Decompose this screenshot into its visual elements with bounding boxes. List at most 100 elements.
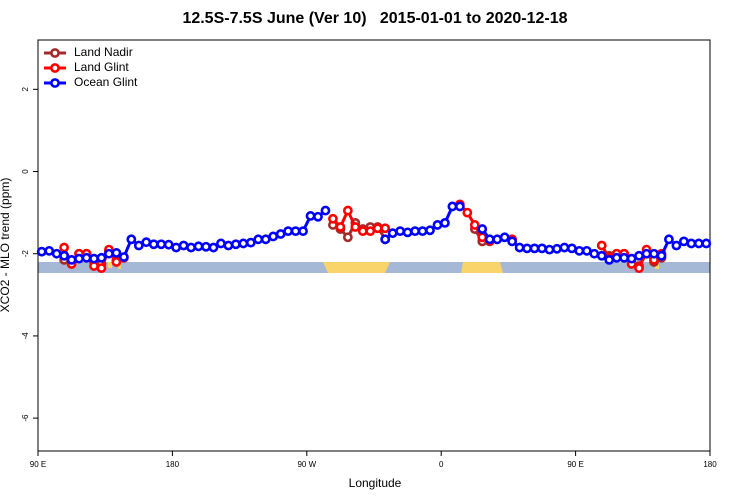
data-point xyxy=(74,253,84,264)
data-point xyxy=(111,247,122,258)
data-point xyxy=(507,236,518,247)
data-point xyxy=(298,226,308,237)
data-point xyxy=(559,242,570,253)
x-tick-label: 90 W xyxy=(297,460,316,469)
land-band xyxy=(118,264,121,269)
legend-item: Ocean Glint xyxy=(44,75,138,89)
legend-marker xyxy=(50,78,60,88)
data-point xyxy=(574,245,585,256)
x-tick-label: 0 xyxy=(439,460,444,469)
land-band xyxy=(461,262,503,273)
data-point xyxy=(544,244,555,255)
data-point xyxy=(671,240,682,251)
data-point xyxy=(454,201,465,212)
data-point xyxy=(36,246,47,257)
data-point xyxy=(596,250,607,261)
data-point xyxy=(320,205,331,216)
data-point xyxy=(649,248,659,259)
data-point xyxy=(693,238,704,249)
data-point xyxy=(148,239,159,250)
legend-label: Land Glint xyxy=(74,60,129,74)
data-point xyxy=(96,263,107,274)
data-point xyxy=(619,252,630,263)
legend-item: Land Nadir xyxy=(44,45,133,59)
data-point xyxy=(589,248,600,259)
land-band xyxy=(323,262,390,273)
data-point xyxy=(641,248,652,259)
data-point xyxy=(328,213,338,224)
data-point xyxy=(268,231,279,242)
data-point xyxy=(410,226,420,237)
data-point xyxy=(611,252,622,263)
data-point xyxy=(552,243,562,254)
data-point xyxy=(59,242,70,253)
data-point xyxy=(253,234,264,245)
y-tick-label: -6 xyxy=(21,414,30,422)
data-point xyxy=(245,237,256,248)
data-point xyxy=(514,242,525,253)
data-point xyxy=(425,225,435,236)
data-point xyxy=(380,234,391,245)
data-point xyxy=(634,263,644,274)
y-axis-label: XCO2 - MLO trend (ppm) xyxy=(0,178,12,313)
data-point xyxy=(118,252,129,262)
data-point xyxy=(537,243,547,254)
data-point xyxy=(335,222,346,232)
data-point xyxy=(171,242,182,253)
data-point xyxy=(634,250,644,261)
data-point xyxy=(260,234,271,245)
data-point xyxy=(163,239,174,250)
data-point xyxy=(432,220,443,230)
data-point xyxy=(342,205,353,216)
x-tick-label: 180 xyxy=(703,460,717,469)
data-point xyxy=(440,217,450,228)
data-point xyxy=(104,248,114,259)
data-point xyxy=(238,238,249,249)
data-point xyxy=(290,226,301,237)
data-point xyxy=(126,234,137,245)
data-point xyxy=(178,240,189,251)
data-point xyxy=(81,252,92,263)
y-tick-label: 2 xyxy=(21,87,30,92)
data-point xyxy=(223,240,234,251)
data-point xyxy=(566,243,577,254)
data-point xyxy=(664,234,674,245)
data-point xyxy=(216,238,226,249)
data-point xyxy=(447,201,458,212)
data-point xyxy=(89,253,99,264)
data-point xyxy=(604,254,615,265)
data-point xyxy=(96,252,107,263)
data-point xyxy=(44,245,55,256)
data-point xyxy=(283,226,294,237)
data-point xyxy=(701,238,712,249)
data-point xyxy=(186,242,196,253)
data-point xyxy=(499,232,510,243)
data-point xyxy=(492,234,503,245)
x-tick-label: 180 xyxy=(166,460,180,469)
legend-marker xyxy=(50,63,60,73)
data-point xyxy=(372,223,383,234)
data-point xyxy=(357,226,368,237)
data-point xyxy=(395,226,406,237)
data-point xyxy=(596,240,607,251)
legend-marker xyxy=(50,48,60,58)
data-point xyxy=(686,238,697,249)
data-point xyxy=(678,236,689,247)
data-point xyxy=(342,232,353,243)
data-point xyxy=(201,241,211,252)
x-tick-label: 90 E xyxy=(567,460,583,469)
data-point xyxy=(156,239,167,250)
legend-label: Land Nadir xyxy=(74,45,133,59)
data-point xyxy=(133,240,144,251)
land-mask xyxy=(38,262,710,273)
data-point xyxy=(230,239,241,250)
data-point xyxy=(469,220,480,230)
data-point xyxy=(529,243,540,254)
data-point xyxy=(522,243,532,254)
legend-item: Land Glint xyxy=(44,60,129,74)
legend-label: Ocean Glint xyxy=(74,75,138,89)
data-point xyxy=(656,250,667,261)
data-point xyxy=(66,254,77,265)
land-band xyxy=(655,263,659,269)
